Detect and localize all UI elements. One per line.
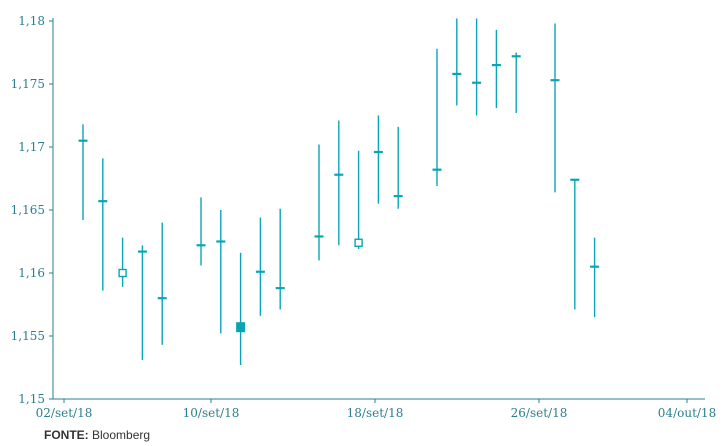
price-bar — [354, 150, 363, 250]
price-bar-group — [78, 18, 600, 365]
chart-axes — [52, 18, 705, 400]
price-bar — [157, 222, 167, 345]
x-tick-label: 26/set/18 — [511, 406, 568, 420]
price-bar — [472, 18, 482, 116]
price-bar — [216, 210, 226, 334]
price-bar — [236, 252, 246, 365]
price-bar — [118, 237, 127, 287]
x-tick-label: 10/set/18 — [183, 406, 240, 420]
price-bar — [570, 178, 580, 310]
y-tick-group: 1,15 1,155 1,16 1,165 1,17 1,175 1,18 — [11, 14, 53, 406]
price-bar — [393, 126, 403, 209]
y-tick-label: 1,165 — [11, 203, 45, 217]
y-tick-label: 1,18 — [18, 14, 45, 28]
price-bar — [255, 217, 265, 316]
y-tick-label: 1,15 — [18, 392, 45, 406]
price-bar — [590, 237, 600, 318]
source-text: Bloomberg — [92, 428, 151, 442]
y-tick-label: 1,175 — [11, 77, 45, 91]
price-bar-close-marker — [354, 238, 363, 247]
x-tick-label: 04/out/18 — [658, 406, 716, 420]
price-bar-close-marker — [236, 322, 246, 333]
source-note: FONTE: Bloomberg — [44, 428, 150, 442]
y-tick-label: 1,16 — [18, 266, 45, 280]
price-bar — [314, 144, 324, 261]
y-tick-label: 1,155 — [11, 329, 45, 343]
price-bar — [334, 120, 344, 246]
price-bar — [511, 52, 521, 113]
y-tick-label: 1,17 — [18, 140, 45, 154]
price-bar — [491, 29, 501, 108]
price-chart: 1,15 1,155 1,16 1,165 1,17 1,175 1,18 02/set/1… — [11, 14, 717, 420]
price-bar — [373, 115, 383, 204]
x-tick-group: 02/set/18 10/set/18 18/set/18 26/set/18 04/o… — [36, 399, 716, 420]
price-bar — [275, 208, 285, 310]
x-tick-label: 18/set/18 — [347, 406, 404, 420]
price-bar — [137, 245, 147, 360]
price-bar — [452, 18, 462, 106]
price-bar — [196, 197, 206, 266]
price-bar-close-marker — [118, 268, 127, 278]
price-bar — [432, 48, 442, 187]
price-bar — [98, 158, 108, 291]
source-label: FONTE: — [44, 428, 89, 442]
price-bar — [78, 124, 88, 221]
price-bar — [550, 23, 560, 193]
x-tick-label: 02/set/18 — [36, 406, 93, 420]
